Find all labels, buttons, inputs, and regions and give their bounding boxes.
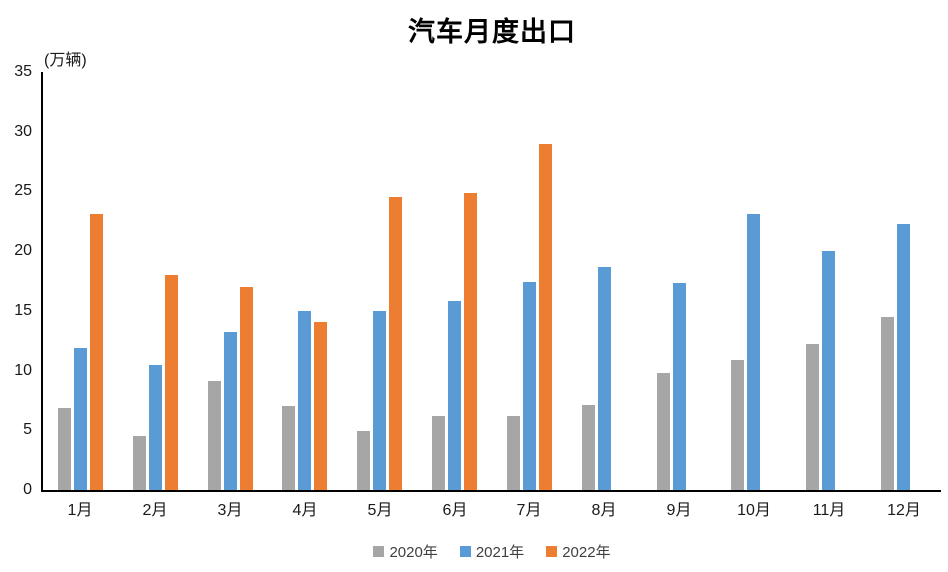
bar-2021年-5月 [373, 311, 386, 490]
x-tick-label: 2月 [142, 502, 168, 519]
bar-2022年-7月 [539, 144, 552, 490]
legend-item-2020年: 2020年 [373, 541, 438, 562]
x-tick-label: 1月 [67, 502, 93, 519]
x-tick-label: 7月 [516, 502, 542, 519]
y-tick-label: 30 [14, 122, 32, 140]
y-axis-line [41, 72, 43, 492]
y-tick-label: 0 [23, 481, 32, 498]
y-tick-label: 35 [14, 63, 32, 80]
legend-swatch-icon [459, 546, 471, 557]
bar-2022年-3月 [240, 287, 253, 490]
legend-label: 2022年 [562, 544, 611, 561]
bar-2021年-8月 [598, 267, 611, 490]
bar-2021年-12月 [897, 224, 910, 490]
legend-swatch-icon [546, 546, 558, 557]
x-tick-label: 5月 [367, 502, 393, 519]
bar-2020年-2月 [133, 436, 146, 490]
x-tick-label: 3月 [217, 502, 243, 519]
chart-legend: 2020年 2021年 2022年 [43, 541, 941, 562]
bar-2021年-2月 [149, 365, 162, 490]
legend-swatch-icon [373, 546, 385, 557]
y-tick-label: 10 [14, 361, 32, 379]
bar-2021年-11月 [822, 251, 835, 490]
x-tick-label: 8月 [591, 502, 617, 519]
bar-2022年-6月 [464, 193, 477, 490]
legend-label: 2021年 [475, 544, 525, 561]
bar-2021年-3月 [224, 332, 237, 490]
legend-item-2021年: 2021年 [459, 541, 525, 562]
y-tick-label: 5 [23, 421, 32, 439]
bar-2021年-6月 [448, 301, 461, 490]
legend-item-2022年: 2022年 [546, 541, 611, 562]
bar-2021年-4月 [298, 311, 311, 490]
bar-2021年-7月 [523, 282, 536, 490]
bar-2020年-3月 [208, 381, 221, 490]
bar-2022年-2月 [165, 275, 178, 490]
bar-2022年-5月 [389, 197, 402, 490]
chart-title: 汽车月度出口 [408, 17, 576, 48]
x-tick-label: 6月 [442, 502, 468, 519]
y-axis-unit-label: (万辆) [44, 52, 87, 69]
y-tick-label: 20 [14, 242, 32, 260]
y-tick-label: 25 [14, 182, 32, 200]
bar-2020年-7月 [507, 416, 520, 490]
bar-2020年-1月 [58, 408, 71, 490]
bar-2020年-5月 [357, 431, 370, 490]
bar-2022年-4月 [314, 322, 327, 490]
x-axis-line [41, 490, 941, 492]
x-tick-label: 10月 [737, 502, 771, 519]
bar-2020年-4月 [282, 406, 295, 490]
bar-2020年-11月 [806, 344, 819, 490]
x-tick-label: 11月 [812, 502, 846, 519]
y-tick-label: 15 [14, 301, 32, 319]
legend-label: 2020年 [389, 544, 438, 561]
x-tick-label: 9月 [666, 502, 692, 519]
bar-2020年-8月 [582, 405, 595, 490]
x-tick-label: 4月 [292, 502, 318, 519]
bar-2020年-10月 [731, 360, 744, 490]
bar-2020年-12月 [881, 317, 894, 490]
bar-2020年-9月 [657, 373, 670, 490]
bar-2020年-6月 [432, 416, 445, 490]
bar-2022年-1月 [90, 214, 103, 490]
x-tick-label: 12月 [887, 502, 921, 519]
bar-2021年-10月 [747, 214, 760, 490]
bar-2021年-9月 [673, 283, 686, 490]
bar-2021年-1月 [74, 348, 87, 490]
